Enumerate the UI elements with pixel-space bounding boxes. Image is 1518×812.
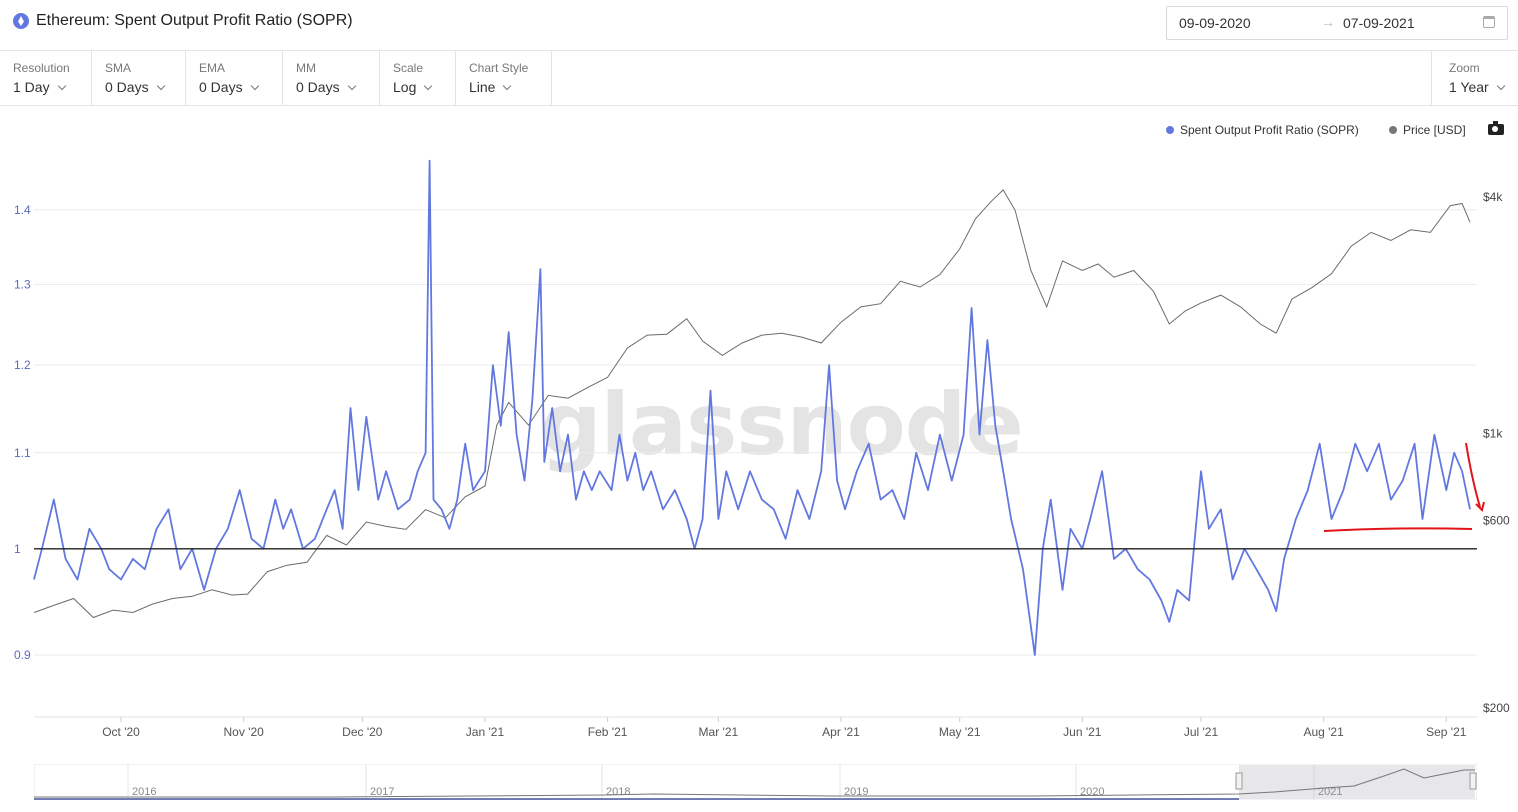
- annotation-arrow-line: [1465, 442, 1481, 508]
- ema-value[interactable]: 0 Days: [199, 79, 259, 95]
- date-from-input[interactable]: 09-09-2020: [1179, 15, 1251, 31]
- ema-value-text: 0 Days: [199, 79, 243, 95]
- ema-select[interactable]: EMA 0 Days: [186, 51, 283, 105]
- scale-select[interactable]: Scale Log: [380, 51, 456, 105]
- legend-label: Price [USD]: [1403, 123, 1466, 137]
- mm-value[interactable]: 0 Days: [296, 79, 356, 95]
- sma-label: SMA: [105, 61, 132, 75]
- calendar-icon[interactable]: [1483, 16, 1495, 28]
- navigator[interactable]: 2016 2017 2018 2019 2020 2021: [34, 764, 1477, 800]
- camera-icon[interactable]: [1488, 121, 1504, 135]
- legend-dot: [1389, 126, 1397, 134]
- navigator-year-label: 2016: [132, 786, 156, 798]
- watermark: glassnode: [540, 375, 1024, 475]
- navigator-year-label: 2020: [1080, 786, 1104, 798]
- price-series-line: [33, 189, 1471, 619]
- date-to-input[interactable]: 07-09-2021: [1343, 15, 1415, 31]
- chevron-down-icon: [424, 81, 433, 91]
- arrow-right-icon: →: [1321, 14, 1335, 30]
- sma-value[interactable]: 0 Days: [105, 79, 165, 95]
- ema-label: EMA: [199, 61, 226, 75]
- chart-toolbar: Resolution 1 Day SMA 0 Days EMA 0 Days M…: [0, 51, 1518, 106]
- x-tick-label: Jul '21: [1184, 725, 1219, 739]
- y-tick-label: 1: [14, 542, 21, 556]
- sopr-series-line: [33, 159, 1471, 656]
- sma-value-text: 0 Days: [105, 79, 149, 95]
- x-tick-label: Sep '21: [1426, 725, 1467, 739]
- chart-style-value[interactable]: Line: [469, 79, 512, 95]
- y2-tick-label: $4k: [1483, 190, 1503, 204]
- y-tick-label: 0.9: [14, 648, 31, 662]
- x-tick-label: Mar '21: [699, 725, 739, 739]
- zoom-select[interactable]: Zoom 1 Year: [1431, 51, 1518, 105]
- chevron-down-icon: [57, 81, 66, 91]
- navigator-handle-right[interactable]: [1469, 772, 1477, 790]
- chart-style-label: Chart Style: [469, 61, 529, 75]
- mm-label: MM: [296, 61, 316, 75]
- x-tick-label: May '21: [939, 725, 981, 739]
- y-tick-label: 1.4: [14, 203, 31, 217]
- x-tick-label: Dec '20: [342, 725, 383, 739]
- x-tick-label: Jun '21: [1063, 725, 1102, 739]
- navigator-price-line: [34, 768, 1475, 798]
- title-wrap: Ethereum: Spent Output Profit Ratio (SOP…: [13, 12, 353, 30]
- x-tick-label: Nov '20: [224, 725, 265, 739]
- y2-tick-label: $1k: [1483, 426, 1503, 440]
- page-title: Ethereum: Spent Output Profit Ratio (SOP…: [36, 12, 353, 29]
- annotation-arrow-head: [1475, 501, 1485, 512]
- chevron-down-icon: [1496, 81, 1505, 91]
- navigator-handle-left[interactable]: [1235, 772, 1243, 790]
- x-tick-label: Apr '21: [822, 725, 860, 739]
- ethereum-icon: [13, 13, 29, 29]
- x-tick-label: Jan '21: [466, 725, 505, 739]
- scale-label: Scale: [393, 61, 424, 75]
- annotation-underline: [1323, 527, 1473, 532]
- navigator-selection[interactable]: [1239, 765, 1475, 799]
- zoom-value-text: 1 Year: [1449, 79, 1489, 95]
- sma-select[interactable]: SMA 0 Days: [92, 51, 186, 105]
- zoom-value[interactable]: 1 Year: [1449, 79, 1505, 95]
- chevron-down-icon: [250, 81, 259, 91]
- navigator-year-label: 2017: [370, 786, 394, 798]
- resolution-select[interactable]: Resolution 1 Day: [0, 51, 92, 105]
- resolution-label: Resolution: [13, 61, 70, 75]
- y2-tick-label: $600: [1483, 514, 1510, 528]
- resolution-value[interactable]: 1 Day: [13, 79, 66, 95]
- x-tick-label: Aug '21: [1303, 725, 1344, 739]
- x-tick-label: Feb '21: [588, 725, 628, 739]
- chart-style-value-text: Line: [469, 79, 496, 95]
- navigator-year-label: 2021: [1318, 786, 1342, 798]
- navigator-year-label: 2018: [606, 786, 630, 798]
- legend-item-price[interactable]: Price [USD]: [1389, 123, 1466, 137]
- zoom-label: Zoom: [1449, 61, 1480, 75]
- legend-dot: [1166, 126, 1174, 134]
- scale-value-text: Log: [393, 79, 417, 95]
- y2-tick-label: $200: [1483, 701, 1510, 715]
- date-range-picker[interactable]: 09-09-2020 → 07-09-2021: [1166, 6, 1508, 40]
- chevron-down-icon: [347, 81, 356, 91]
- mm-select[interactable]: MM 0 Days: [283, 51, 380, 105]
- scale-value[interactable]: Log: [393, 79, 433, 95]
- chevron-down-icon: [503, 81, 512, 91]
- y-tick-label: 1.3: [14, 277, 31, 291]
- chevron-down-icon: [156, 81, 165, 91]
- legend-label: Spent Output Profit Ratio (SOPR): [1180, 123, 1359, 137]
- chart-style-select[interactable]: Chart Style Line: [456, 51, 552, 105]
- legend-item-sopr[interactable]: Spent Output Profit Ratio (SOPR): [1166, 123, 1359, 137]
- chart-header: Ethereum: Spent Output Profit Ratio (SOP…: [0, 0, 1518, 51]
- navigator-year-label: 2019: [844, 786, 868, 798]
- resolution-value-text: 1 Day: [13, 79, 50, 95]
- y-tick-label: 1.2: [14, 358, 31, 372]
- y-tick-label: 1.1: [14, 446, 31, 460]
- x-tick-label: Oct '20: [102, 725, 140, 739]
- mm-value-text: 0 Days: [296, 79, 340, 95]
